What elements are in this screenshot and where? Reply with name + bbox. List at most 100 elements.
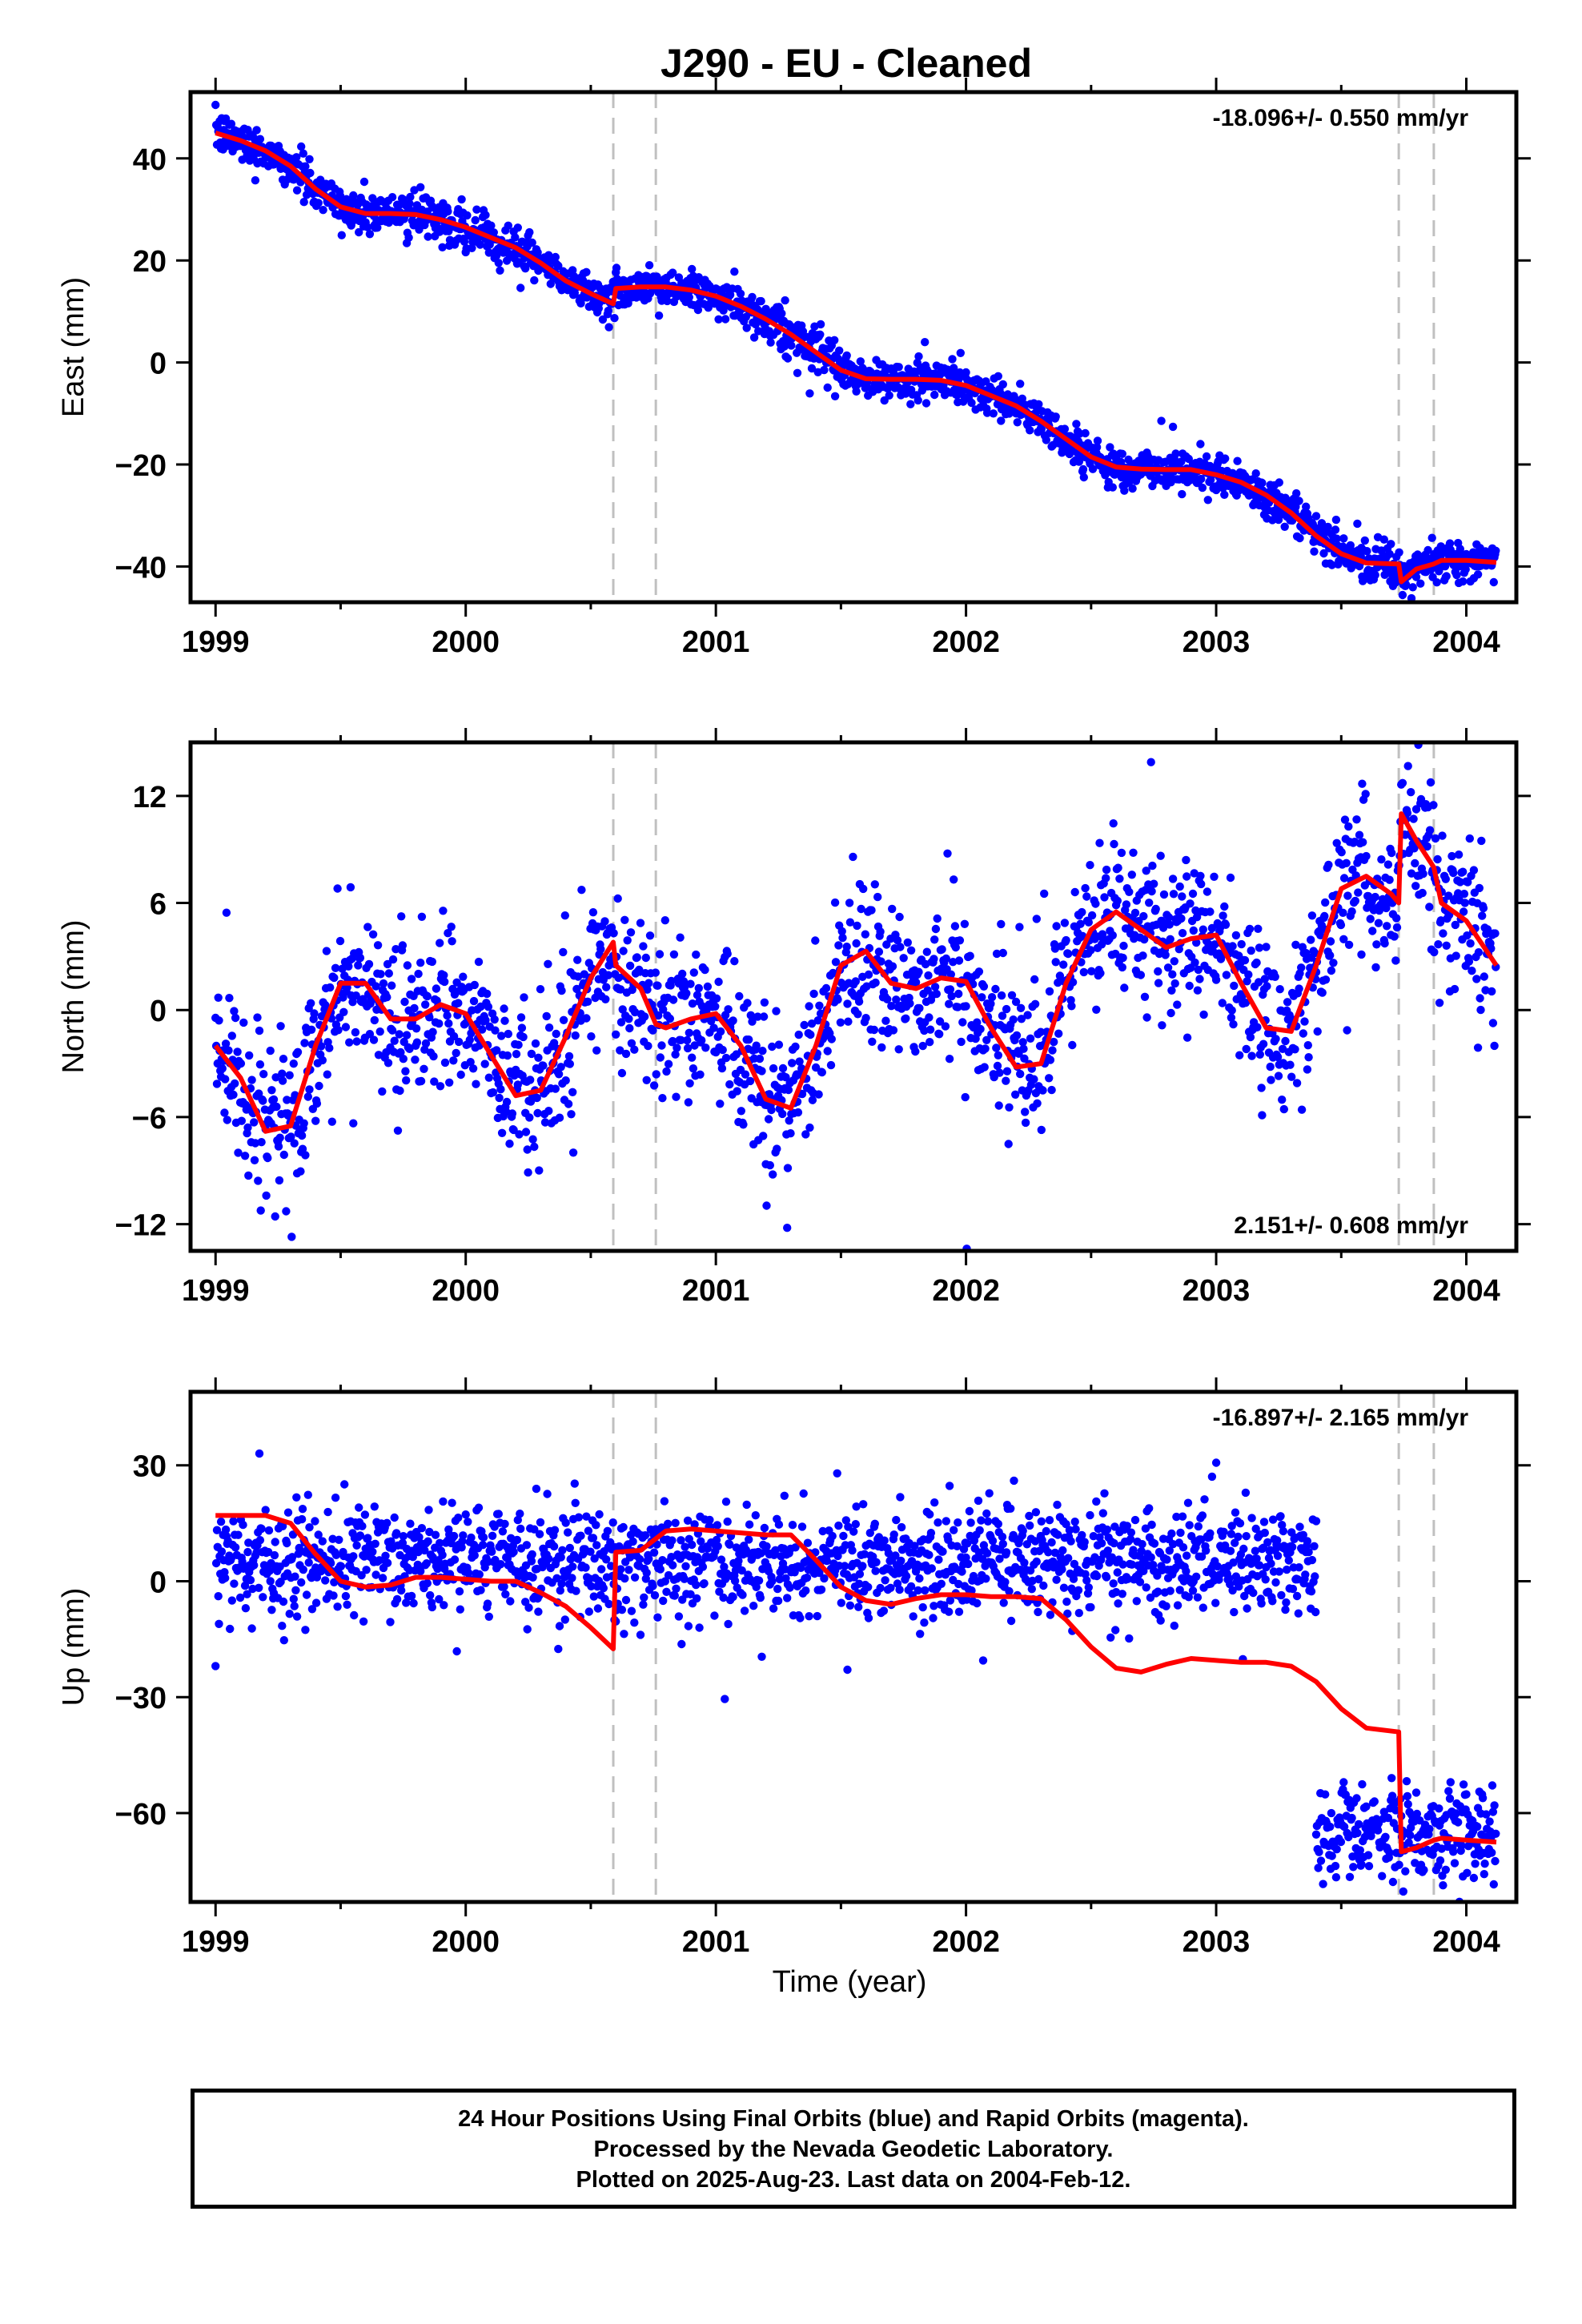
up-data-point bbox=[872, 1558, 881, 1567]
north-data-point bbox=[888, 962, 897, 971]
north-data-point bbox=[842, 943, 851, 951]
up-data-point bbox=[321, 1576, 330, 1585]
north-data-point bbox=[915, 1003, 924, 1013]
north-data-point bbox=[383, 1059, 393, 1068]
up-data-point bbox=[974, 1496, 983, 1506]
up-data-point bbox=[266, 1577, 275, 1586]
up-data-point bbox=[516, 1524, 525, 1534]
north-data-point bbox=[759, 1132, 768, 1140]
north-data-point bbox=[256, 1206, 265, 1215]
north-data-point bbox=[1139, 911, 1148, 921]
north-data-point bbox=[772, 1007, 781, 1015]
up-data-point bbox=[500, 1519, 509, 1529]
up-data-point bbox=[255, 1536, 265, 1545]
up-data-point bbox=[239, 1520, 247, 1530]
north-data-point bbox=[318, 1055, 327, 1065]
up-data-point bbox=[426, 1590, 435, 1600]
x-tick-label: 1999 bbox=[182, 625, 250, 659]
north-data-point bbox=[1227, 1006, 1236, 1015]
north-data-point bbox=[266, 1046, 275, 1055]
north-data-point bbox=[1351, 896, 1360, 906]
north-data-point bbox=[568, 1148, 578, 1157]
north-data-point bbox=[797, 1089, 807, 1099]
north-data-point bbox=[497, 1031, 506, 1040]
up-data-point bbox=[422, 1559, 432, 1568]
north-data-point bbox=[301, 1151, 310, 1160]
north-data-point bbox=[905, 999, 914, 1008]
north-data-point bbox=[1390, 932, 1399, 941]
up-data-point bbox=[522, 1541, 532, 1550]
north-data-point bbox=[524, 1168, 532, 1177]
north-data-point bbox=[625, 961, 635, 971]
north-data-point bbox=[370, 1015, 379, 1025]
up-data-point bbox=[719, 1593, 728, 1602]
north-data-point bbox=[827, 1035, 837, 1043]
north-data-point bbox=[234, 1148, 243, 1157]
north-data-point bbox=[339, 1007, 348, 1017]
north-data-point bbox=[930, 935, 939, 944]
north-data-point bbox=[255, 1060, 265, 1069]
north-data-point bbox=[811, 936, 820, 945]
north-data-point bbox=[496, 1085, 505, 1094]
up-data-point bbox=[843, 1665, 852, 1675]
north-data-point bbox=[1266, 1062, 1275, 1072]
north-data-point bbox=[1418, 888, 1427, 898]
north-data-point bbox=[1082, 892, 1091, 901]
north-data-point bbox=[412, 1024, 421, 1033]
up-data-point bbox=[620, 1630, 628, 1638]
up-data-point bbox=[556, 1553, 565, 1562]
north-data-point bbox=[918, 1041, 927, 1051]
up-data-point bbox=[476, 1586, 485, 1594]
east-data-point bbox=[612, 263, 621, 272]
north-data-point bbox=[895, 912, 904, 922]
up-data-point bbox=[588, 1534, 598, 1542]
north-data-point bbox=[1110, 839, 1118, 849]
north-data-point bbox=[1391, 956, 1400, 965]
north-data-point bbox=[620, 915, 629, 925]
up-data-point bbox=[659, 1596, 668, 1606]
up-data-point bbox=[859, 1500, 868, 1509]
north-data-point bbox=[805, 1123, 814, 1132]
north-data-point bbox=[1274, 1072, 1283, 1080]
up-data-point bbox=[483, 1599, 492, 1608]
up-data-point bbox=[552, 1574, 561, 1583]
north-data-point bbox=[1488, 1019, 1498, 1027]
north-data-point bbox=[877, 957, 885, 966]
north-data-point bbox=[843, 999, 852, 1008]
north-data-point bbox=[601, 995, 610, 1004]
north-data-point bbox=[472, 1080, 480, 1088]
north-data-point bbox=[1129, 848, 1138, 858]
east-data-point bbox=[604, 323, 613, 332]
up-data-point bbox=[534, 1607, 543, 1616]
north-data-point bbox=[495, 1093, 504, 1103]
north-data-point bbox=[1113, 896, 1122, 906]
up-data-point bbox=[270, 1550, 279, 1560]
north-data-point bbox=[371, 982, 380, 991]
north-data-point bbox=[844, 1017, 853, 1026]
north-data-point bbox=[1238, 991, 1247, 1001]
up-data-point bbox=[677, 1536, 685, 1545]
north-data-point bbox=[1142, 1013, 1151, 1022]
up-data-point bbox=[335, 1535, 343, 1545]
east-data-point bbox=[1379, 535, 1389, 544]
north-data-point bbox=[1076, 919, 1085, 928]
north-data-point bbox=[1297, 963, 1306, 972]
north-data-point bbox=[1150, 879, 1158, 888]
east-data-point bbox=[956, 348, 966, 357]
north-data-point bbox=[1070, 887, 1079, 897]
north-data-point bbox=[305, 1085, 314, 1094]
up-data-point bbox=[498, 1527, 508, 1536]
north-data-point bbox=[1237, 939, 1246, 949]
north-data-point bbox=[421, 1000, 430, 1009]
up-data-point bbox=[692, 1580, 701, 1590]
up-data-point bbox=[496, 1560, 505, 1569]
north-data-point bbox=[287, 1232, 296, 1241]
north-data-point bbox=[1271, 1035, 1280, 1043]
east-data-point bbox=[1452, 570, 1461, 580]
up-data-point bbox=[532, 1484, 541, 1494]
north-data-point bbox=[1156, 851, 1165, 860]
north-data-point bbox=[322, 947, 331, 955]
north-data-point bbox=[677, 1035, 685, 1045]
east-data-point bbox=[693, 305, 703, 315]
up-data-point bbox=[841, 1516, 851, 1525]
